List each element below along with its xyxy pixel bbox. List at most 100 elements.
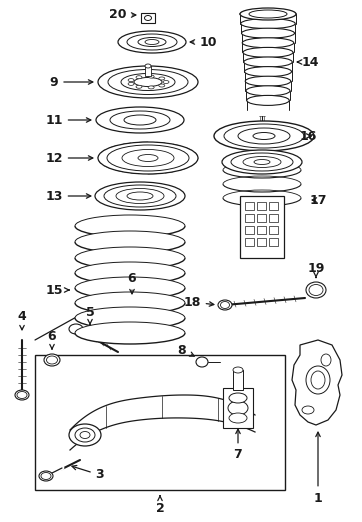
Ellipse shape	[243, 48, 293, 57]
Ellipse shape	[41, 472, 51, 480]
Ellipse shape	[107, 145, 189, 171]
Ellipse shape	[145, 64, 151, 68]
Ellipse shape	[136, 76, 142, 79]
Ellipse shape	[159, 77, 165, 80]
Ellipse shape	[229, 393, 247, 403]
Ellipse shape	[108, 69, 188, 94]
Ellipse shape	[75, 215, 185, 237]
Ellipse shape	[244, 57, 292, 67]
Text: 15: 15	[45, 283, 69, 296]
Ellipse shape	[118, 31, 186, 53]
Ellipse shape	[95, 182, 185, 210]
Bar	[269, 202, 278, 210]
Ellipse shape	[110, 111, 170, 129]
Text: 14: 14	[297, 55, 319, 68]
Ellipse shape	[242, 38, 294, 48]
Ellipse shape	[98, 142, 198, 174]
Ellipse shape	[15, 390, 29, 400]
Ellipse shape	[218, 300, 232, 310]
Text: 4: 4	[18, 310, 26, 330]
Ellipse shape	[241, 19, 295, 29]
Bar	[245, 238, 254, 246]
Text: 20: 20	[109, 8, 136, 21]
Ellipse shape	[229, 413, 247, 423]
Ellipse shape	[75, 262, 185, 284]
Ellipse shape	[228, 401, 248, 415]
Ellipse shape	[159, 84, 165, 87]
Text: 16: 16	[299, 129, 317, 143]
Ellipse shape	[245, 76, 291, 86]
Text: 17: 17	[309, 194, 327, 207]
Ellipse shape	[309, 284, 323, 295]
Text: 8: 8	[178, 343, 194, 357]
Ellipse shape	[233, 367, 243, 373]
Ellipse shape	[136, 85, 142, 88]
Text: 11: 11	[45, 113, 91, 126]
Text: 13: 13	[45, 189, 91, 203]
Text: 10: 10	[190, 35, 217, 49]
Ellipse shape	[302, 406, 314, 414]
Ellipse shape	[44, 354, 60, 366]
Ellipse shape	[126, 301, 138, 309]
Ellipse shape	[69, 424, 101, 446]
Ellipse shape	[244, 67, 291, 77]
Bar	[269, 238, 278, 246]
Ellipse shape	[96, 107, 184, 133]
Bar	[240, 196, 284, 258]
Ellipse shape	[321, 354, 331, 366]
Ellipse shape	[311, 371, 325, 389]
Ellipse shape	[128, 79, 134, 81]
Text: 7: 7	[233, 429, 243, 461]
Ellipse shape	[148, 75, 154, 78]
Ellipse shape	[75, 292, 185, 314]
Ellipse shape	[98, 66, 198, 98]
Ellipse shape	[75, 247, 185, 269]
Ellipse shape	[148, 86, 154, 89]
Ellipse shape	[247, 96, 289, 105]
Ellipse shape	[220, 302, 230, 309]
Ellipse shape	[116, 188, 164, 204]
Ellipse shape	[128, 82, 134, 86]
Ellipse shape	[104, 185, 176, 207]
Ellipse shape	[145, 40, 159, 44]
Ellipse shape	[69, 324, 83, 334]
Bar	[257, 238, 266, 246]
Bar	[35, 355, 285, 490]
Bar	[245, 214, 254, 222]
Ellipse shape	[249, 10, 287, 18]
Bar	[257, 214, 266, 222]
Text: 18: 18	[183, 295, 214, 309]
Ellipse shape	[138, 155, 158, 161]
Ellipse shape	[238, 128, 290, 144]
Ellipse shape	[254, 160, 270, 164]
Ellipse shape	[46, 356, 58, 364]
Bar	[141, 13, 155, 23]
Text: 19: 19	[307, 262, 325, 277]
Ellipse shape	[124, 299, 140, 311]
Bar	[269, 214, 278, 222]
Ellipse shape	[163, 80, 169, 84]
Ellipse shape	[243, 157, 281, 168]
Text: 5: 5	[86, 305, 94, 324]
Ellipse shape	[231, 153, 293, 171]
Bar	[257, 202, 266, 210]
Ellipse shape	[75, 307, 185, 329]
Bar	[257, 226, 266, 234]
Ellipse shape	[39, 471, 53, 481]
Text: 6: 6	[48, 329, 56, 349]
Ellipse shape	[127, 34, 177, 50]
Ellipse shape	[241, 28, 295, 38]
Bar	[245, 202, 254, 210]
Ellipse shape	[124, 115, 156, 125]
Bar	[223, 388, 253, 428]
Bar	[233, 370, 243, 390]
Ellipse shape	[75, 231, 185, 253]
Ellipse shape	[75, 322, 185, 344]
Text: 3: 3	[72, 466, 104, 481]
Bar	[245, 226, 254, 234]
Ellipse shape	[222, 150, 302, 174]
Ellipse shape	[80, 432, 90, 438]
Ellipse shape	[196, 357, 208, 367]
Polygon shape	[292, 340, 342, 425]
Bar	[145, 66, 151, 76]
